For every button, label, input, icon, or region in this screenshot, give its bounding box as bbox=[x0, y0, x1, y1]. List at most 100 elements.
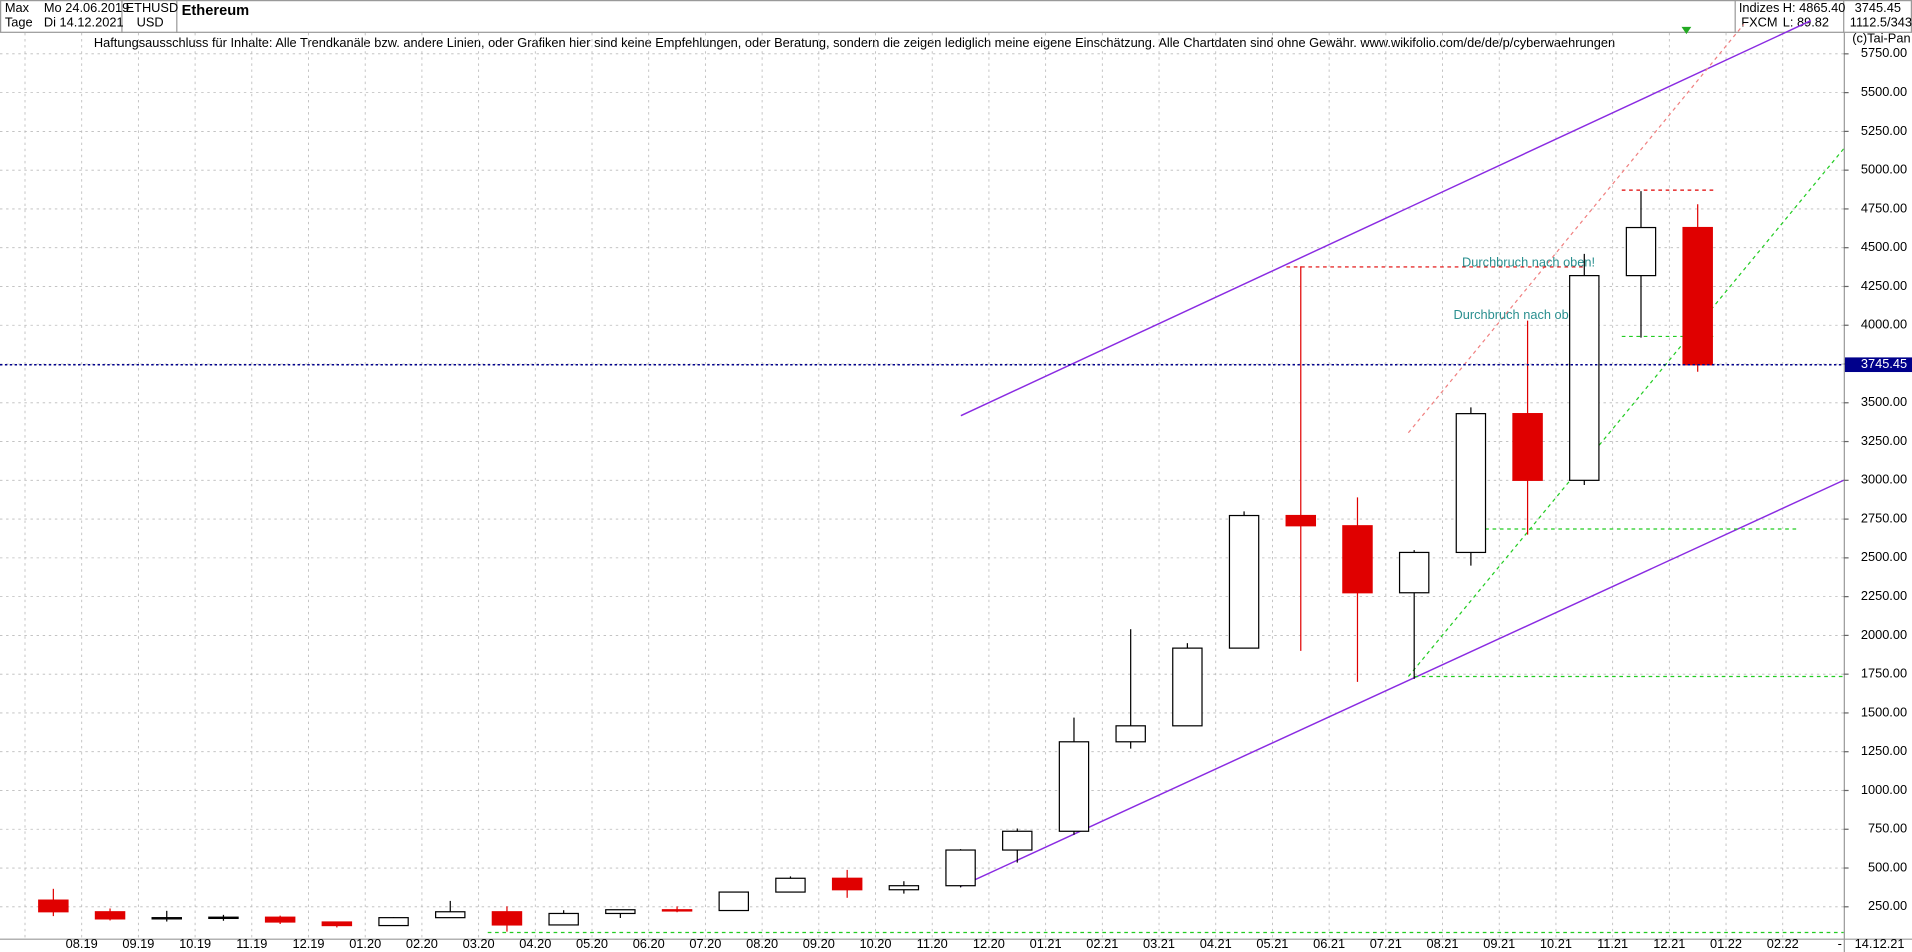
candle-body bbox=[548, 912, 579, 926]
y-tick-label: 1750.00 bbox=[1861, 666, 1907, 681]
x-tick-label: 03.20 bbox=[463, 936, 495, 951]
currency: USD bbox=[137, 15, 164, 30]
y-tick-label: 5500.00 bbox=[1861, 84, 1907, 99]
candle-body bbox=[38, 899, 69, 913]
y-tick-label: 2750.00 bbox=[1861, 510, 1907, 525]
current-date: 14.12.21 bbox=[1855, 936, 1905, 951]
candle-body bbox=[378, 917, 409, 927]
y-tick-label: 4000.00 bbox=[1861, 317, 1907, 332]
candle-body bbox=[661, 909, 693, 912]
candle-body bbox=[1342, 525, 1373, 594]
candle-body bbox=[1569, 275, 1600, 481]
candle-body bbox=[1172, 647, 1203, 727]
candle-body bbox=[831, 877, 863, 891]
y-tick-label: 3000.00 bbox=[1861, 472, 1907, 487]
x-tick-label: 04.20 bbox=[519, 936, 551, 951]
start-date: Mo 24.06.2019 bbox=[44, 0, 129, 15]
candle-body bbox=[1625, 226, 1657, 277]
candle-body bbox=[94, 911, 126, 920]
x-tick-label: 06.20 bbox=[633, 936, 665, 951]
y-tick-label: 3250.00 bbox=[1861, 433, 1907, 448]
last-price-label: 3745.45 bbox=[1861, 356, 1907, 371]
x-tick-label: 02.21 bbox=[1086, 936, 1118, 951]
x-tick-label: 12.21 bbox=[1653, 936, 1685, 951]
x-tick-label: 02.20 bbox=[406, 936, 438, 951]
x-tick-label: 08.19 bbox=[66, 936, 98, 951]
x-tick-label: 01.22 bbox=[1710, 936, 1742, 951]
x-tick-label: 05.21 bbox=[1256, 936, 1288, 951]
y-tick-label: 2250.00 bbox=[1861, 588, 1907, 603]
candle-body bbox=[888, 885, 920, 891]
x-tick-label: 09.19 bbox=[122, 936, 154, 951]
candle-body bbox=[945, 849, 976, 887]
x-tick-label: 09.20 bbox=[803, 936, 835, 951]
x-tick-label: 05.20 bbox=[576, 936, 608, 951]
header-bar bbox=[0, 0, 1912, 33]
x-tick-label: 10.19 bbox=[179, 936, 211, 951]
high-info: H: 4865.40 bbox=[1783, 0, 1846, 15]
y-tick-label: 250.00 bbox=[1868, 898, 1907, 913]
last-price-box bbox=[1844, 357, 1912, 373]
zoom-info: 1112.5/343 bbox=[1850, 15, 1912, 30]
candle-body bbox=[1285, 514, 1317, 527]
last-info: 3745.45 bbox=[1855, 0, 1901, 15]
x-tick-label: 11.21 bbox=[1597, 936, 1628, 951]
x-tick-label: 07.21 bbox=[1370, 936, 1402, 951]
instrument-name: Ethereum bbox=[182, 3, 249, 19]
candle-body bbox=[491, 911, 523, 926]
group: Indizes bbox=[1739, 0, 1780, 15]
trend-channel-lower bbox=[960, 479, 1845, 887]
candle-body bbox=[1002, 830, 1033, 851]
x-tick-label: 10.20 bbox=[860, 936, 892, 951]
y-tick-label: 4500.00 bbox=[1861, 239, 1907, 254]
candle-body bbox=[1682, 226, 1713, 366]
annotation: Durchbruch nach oben! bbox=[1454, 307, 1587, 322]
x-tick-label: 08.21 bbox=[1427, 936, 1459, 951]
candle-body bbox=[1058, 741, 1090, 832]
x-tick-label: 02.22 bbox=[1767, 936, 1799, 951]
end-date: Di 14.12.2021 bbox=[44, 15, 124, 30]
candle-body bbox=[1455, 413, 1487, 554]
y-tick-label: 4750.00 bbox=[1861, 200, 1907, 215]
candle-body bbox=[435, 911, 466, 919]
candle-body bbox=[1512, 413, 1543, 481]
x-tick-label: 06.21 bbox=[1313, 936, 1345, 951]
candle-body bbox=[605, 909, 636, 915]
range-select[interactable]: Max bbox=[5, 0, 30, 15]
x-tick-label: 03.21 bbox=[1143, 936, 1175, 951]
x-tick-label: 04.21 bbox=[1200, 936, 1232, 951]
y-tick-label: 1500.00 bbox=[1861, 704, 1907, 719]
x-tick-label: 12.19 bbox=[292, 936, 324, 951]
candle-body bbox=[1115, 725, 1146, 743]
source: FXCM bbox=[1741, 15, 1777, 30]
y-tick-label: 4250.00 bbox=[1861, 278, 1907, 293]
x-tick-label: 11.19 bbox=[236, 936, 267, 951]
y-tick-label: 1250.00 bbox=[1861, 743, 1907, 758]
x-tick-label: 07.20 bbox=[689, 936, 721, 951]
y-tick-label: 3500.00 bbox=[1861, 394, 1907, 409]
x-tick-label: 01.21 bbox=[1030, 936, 1062, 951]
unit-select[interactable]: Tage bbox=[5, 15, 33, 30]
symbol: ETHUSD bbox=[126, 0, 179, 15]
y-tick-label: 2000.00 bbox=[1861, 627, 1907, 642]
x-tick-label: 12.20 bbox=[973, 936, 1005, 951]
trend-channel-upper bbox=[960, 20, 1812, 417]
marker bbox=[1681, 26, 1692, 35]
y-tick-label: 5250.00 bbox=[1861, 123, 1907, 138]
candle-body bbox=[321, 921, 353, 927]
candle-body bbox=[1228, 514, 1260, 649]
x-tick-label: 09.21 bbox=[1483, 936, 1515, 951]
candle-body bbox=[151, 917, 182, 920]
candle-body bbox=[718, 891, 750, 912]
y-tick-label: 750.00 bbox=[1868, 821, 1907, 836]
candle-body bbox=[775, 877, 806, 893]
candle-body bbox=[208, 916, 239, 920]
disclaimer: Haftungsausschluss für Inhalte: Alle Tre… bbox=[94, 35, 1615, 50]
y-tick-label: 5750.00 bbox=[1861, 45, 1907, 60]
scroll-dash: - bbox=[1838, 936, 1842, 951]
low-info: L: 89.82 bbox=[1783, 15, 1829, 30]
x-tick-label: 11.20 bbox=[917, 936, 948, 951]
candle-body bbox=[1398, 551, 1430, 594]
y-tick-label: 2500.00 bbox=[1861, 549, 1907, 564]
